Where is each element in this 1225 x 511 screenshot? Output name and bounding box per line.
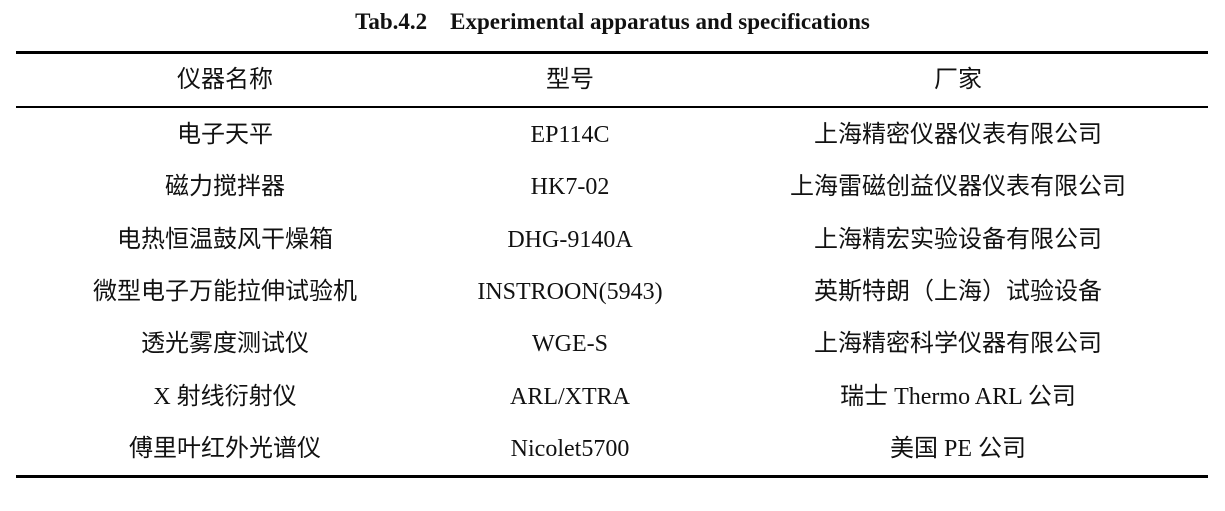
- table-cell: 英斯特朗（上海）试验设备: [814, 278, 1102, 305]
- table-cell: Nicolet5700: [510, 435, 630, 462]
- table-cell: 上海雷磁创益仪器仪表有限公司: [790, 174, 1126, 201]
- table-cell: 磁力搅拌器: [165, 174, 285, 201]
- top-rule: [16, 51, 1208, 54]
- table-cell: 电热恒温鼓风干燥箱: [117, 226, 333, 253]
- table-cell: 美国 PE 公司: [889, 435, 1026, 462]
- header-cell: 仪器名称: [177, 67, 273, 93]
- table-cell: 瑞士 Thermo ARL 公司: [840, 383, 1076, 410]
- table-cell: 上海精密仪器仪表有限公司: [814, 122, 1102, 148]
- table-cell: INSTROON(5943): [477, 278, 663, 305]
- table-cell: 微型电子万能拉伸试验机: [93, 278, 357, 305]
- header-rule: [16, 106, 1208, 108]
- table-cell: 傅里叶红外光谱仪: [129, 435, 321, 462]
- table-cell: HK7-02: [530, 174, 610, 201]
- header-cell: 型号: [546, 67, 594, 93]
- table-title: Tab.4.2 Experimental apparatus and speci…: [355, 9, 870, 34]
- table-cell: WGE-S: [532, 331, 608, 358]
- table-cell: 电子天平: [177, 122, 273, 148]
- bottom-rule: [16, 475, 1208, 478]
- table-cell: ARL/XTRA: [510, 383, 630, 410]
- header-cell: 厂家: [934, 67, 982, 93]
- table-cell: DHG-9140A: [507, 226, 633, 253]
- table-cell: 透光雾度测试仪: [141, 331, 309, 358]
- table-cell: X 射线衍射仪: [153, 383, 297, 410]
- table-cell: EP114C: [530, 122, 610, 148]
- table-cell: 上海精密科学仪器有限公司: [814, 331, 1102, 358]
- table-cell: 上海精宏实验设备有限公司: [814, 226, 1102, 253]
